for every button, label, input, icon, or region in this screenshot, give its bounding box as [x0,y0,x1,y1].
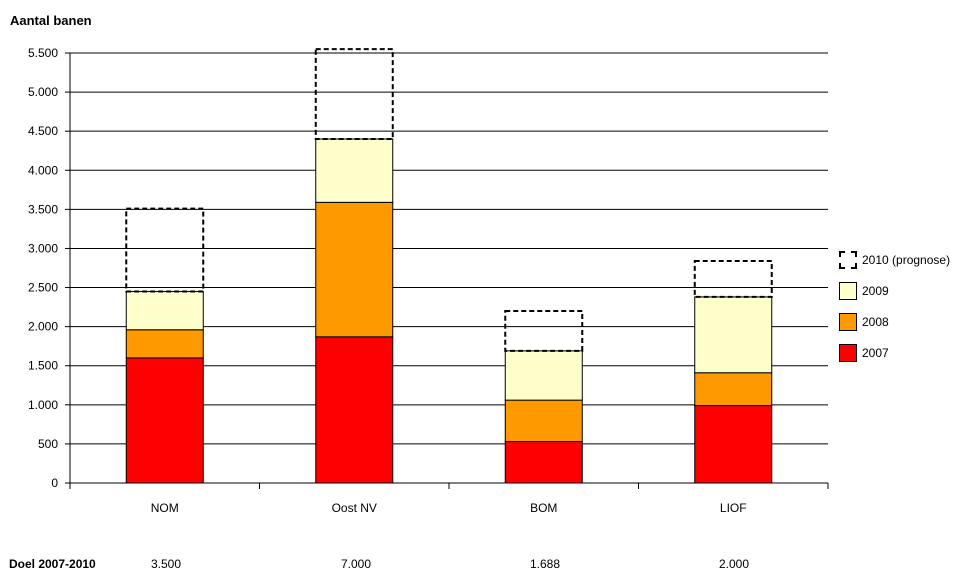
bar-segment-2008-nom [125,329,204,359]
y-tick-label: 3.000 [28,241,58,255]
legend-label-2009: 2009 [862,283,889,298]
y-tick-label: 1.500 [28,359,58,373]
goal-value-liof: 2.000 [718,557,750,571]
y-tick-label: 2.500 [28,281,58,295]
bar-segment-2009-liof [694,296,773,374]
legend-item-2009: 2009 [839,280,950,301]
axes: 0 500 1.000 1.500 2.000 2.500 3.000 3.500 4.000 4… [28,46,829,515]
y-tick-label: 3.500 [28,202,58,216]
y-tick-label: 1.000 [28,398,58,412]
x-tick-label: BOM [530,501,557,515]
x-tick-label: LIOF [720,501,747,515]
bars [125,48,773,484]
legend-label-2007: 2007 [862,345,889,360]
y-tick-label: 4.000 [28,163,58,177]
legend-swatch-2008 [839,312,857,331]
stacked-bar-chart: 0 500 1.000 1.500 2.000 2.500 3.000 3.500 4.000 4… [28,46,829,515]
goal-label: Doel 2007-2010 [9,557,96,571]
bar-segment-2009-nom [125,290,204,331]
x-tick-label: NOM [151,501,179,515]
legend-item-2007: 2007 [839,342,950,363]
y-tick-label: 4.500 [28,124,58,138]
legend-item-2008: 2008 [839,311,950,332]
bar-segment-2009-oost-nv [315,138,394,203]
bar-segment-2008-bom [504,399,583,443]
y-tick-label: 2.000 [28,320,58,334]
bar-segment-2010-liof [693,259,773,298]
y-tick-label: 500 [38,437,58,451]
goal-value-oost-nv: 7.000 [340,557,372,571]
bar-segment-2008-oost-nv [315,201,394,338]
legend-swatch-2010 [839,250,857,269]
legend-label-2008: 2008 [862,314,889,329]
legend-label-2010: 2010 (prognose) [862,252,951,267]
legend: 2010 (prognose) 2009 2008 2007 [839,249,950,373]
bar-segment-2007-oost-nv [315,336,394,484]
legend-swatch-2007 [839,343,857,362]
bar-segment-2010-oost-nv [314,48,394,140]
y-tick-label: 0 [51,476,58,490]
bar-segment-2007-liof [694,405,773,484]
y-tick-label: 5.000 [28,85,58,99]
y-axis-title: Aantal banen [10,13,92,28]
bar-segment-2007-bom [504,441,583,484]
bar-segment-2008-liof [694,372,773,407]
bar-segment-2009-bom [504,350,583,401]
bar-segment-2010-bom [504,310,584,352]
goal-value-bom: 1.688 [529,557,561,571]
legend-swatch-2009 [839,281,857,300]
x-tick-label: Oost NV [332,501,377,515]
goal-row: Doel 2007-2010 3.500 7.000 1.688 2.000 [0,557,975,573]
bar-segment-2010-nom [125,207,205,293]
legend-item-2010: 2010 (prognose) [839,249,950,270]
goal-value-nom: 3.500 [150,557,182,571]
y-tick-label: 5.500 [28,46,58,60]
bar-segment-2007-nom [125,357,204,484]
